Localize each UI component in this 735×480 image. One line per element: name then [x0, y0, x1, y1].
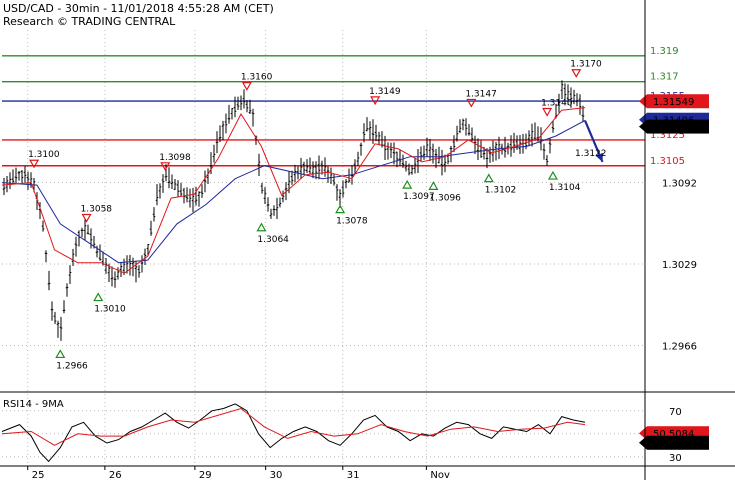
price-tick-label: 1.3092: [662, 179, 697, 190]
rsi-badge-label: 50.5084: [653, 429, 694, 440]
time-tick-label: Nov: [430, 470, 450, 480]
pivot-low-marker: [256, 222, 267, 232]
pivot-high-label: 1.3147: [465, 89, 497, 99]
chart-subtitle: Research © TRADING CENTRAL: [3, 15, 176, 28]
price-badge: [647, 94, 709, 109]
pivot-low-label: 1.3064: [257, 235, 289, 245]
chart-title: USD/CAD - 30min - 11/01/2018 4:55:28 AM …: [3, 2, 274, 15]
time-tick-label: 26: [109, 470, 122, 480]
key-level-label: 1.319: [650, 46, 679, 57]
rsi-ma-line: [1, 407, 586, 446]
pivot-high-marker: [81, 213, 92, 223]
rsi-line: [1, 403, 586, 463]
pivot-high-marker: [29, 159, 40, 169]
rsi-badge-label: 42.188: [653, 439, 688, 450]
pivot-low-marker: [547, 170, 558, 180]
rsi-tick-label: 30: [669, 453, 682, 464]
key-level-label: 1.3125: [650, 130, 685, 141]
pivot-high-marker: [160, 162, 171, 172]
time-tick-label: 31: [347, 470, 360, 480]
price-tick-label: 1.2966: [662, 341, 697, 352]
pivot-high-marker: [571, 69, 582, 78]
rsi-tick-label: 70: [669, 407, 682, 418]
fast-moving-average-line: [1, 107, 586, 274]
rsi-badge-pointer: [639, 435, 647, 450]
projection-arrowhead: [595, 152, 603, 162]
pivot-low-marker: [55, 349, 66, 359]
pivot-high-marker: [466, 98, 477, 108]
grid: [2, 30, 645, 466]
pivot-low-marker: [483, 173, 494, 183]
pivot-low-label: 1.3078: [336, 217, 368, 227]
pivot-low-marker: [428, 181, 439, 190]
rsi-panel-title: RSI14 - 9MA: [3, 399, 64, 410]
pivot-low-marker: [402, 179, 413, 189]
pivot-high-label: 1.3100: [28, 150, 60, 160]
pivot-low-label: 1.2966: [56, 361, 88, 371]
key-level-label: 1.3105: [650, 156, 685, 167]
projection-target-label: 1.3122: [575, 149, 607, 159]
pivot-high-marker: [370, 96, 381, 106]
pivot-low-marker: [335, 204, 346, 214]
time-tick-label: 29: [199, 470, 212, 480]
pivot-low-marker: [93, 292, 104, 302]
price-badge-pointer: [639, 94, 647, 109]
pivot-high-label: 1.3170: [570, 60, 602, 70]
pivot-high-label: 1.3160: [241, 73, 273, 83]
price-badge-label: 1.31384: [653, 123, 694, 134]
price-badge-label: 1.31549: [653, 97, 694, 108]
pivot-low-label: 1.3096: [429, 193, 461, 203]
time-tick-label: 30: [270, 470, 283, 480]
time-tick-label: 25: [32, 470, 45, 480]
key-level-label: 1.317: [650, 72, 679, 83]
pivot-high-marker: [542, 107, 553, 117]
price-panel: 1.3122 1.3100 1.3058 1.2966 1.3010 1.3098 1.31…: [1, 60, 709, 371]
price-tick-label: 1.3029: [662, 260, 697, 271]
pivot-low-label: 1.3104: [549, 183, 581, 193]
pivot-low-label: 1.3010: [94, 305, 126, 315]
pivot-high-label: 1.3140: [541, 99, 573, 109]
pivot-low-label: 1.3102: [485, 186, 517, 196]
pivot-high-marker: [241, 82, 252, 91]
rsi-badge: [647, 435, 709, 450]
pivot-low-label: 1.3097: [403, 192, 435, 202]
pivot-high-label: 1.3098: [159, 153, 191, 163]
pivot-high-label: 1.3149: [369, 87, 401, 97]
price-badge: [647, 119, 709, 134]
pivot-high-label: 1.3058: [81, 205, 113, 215]
